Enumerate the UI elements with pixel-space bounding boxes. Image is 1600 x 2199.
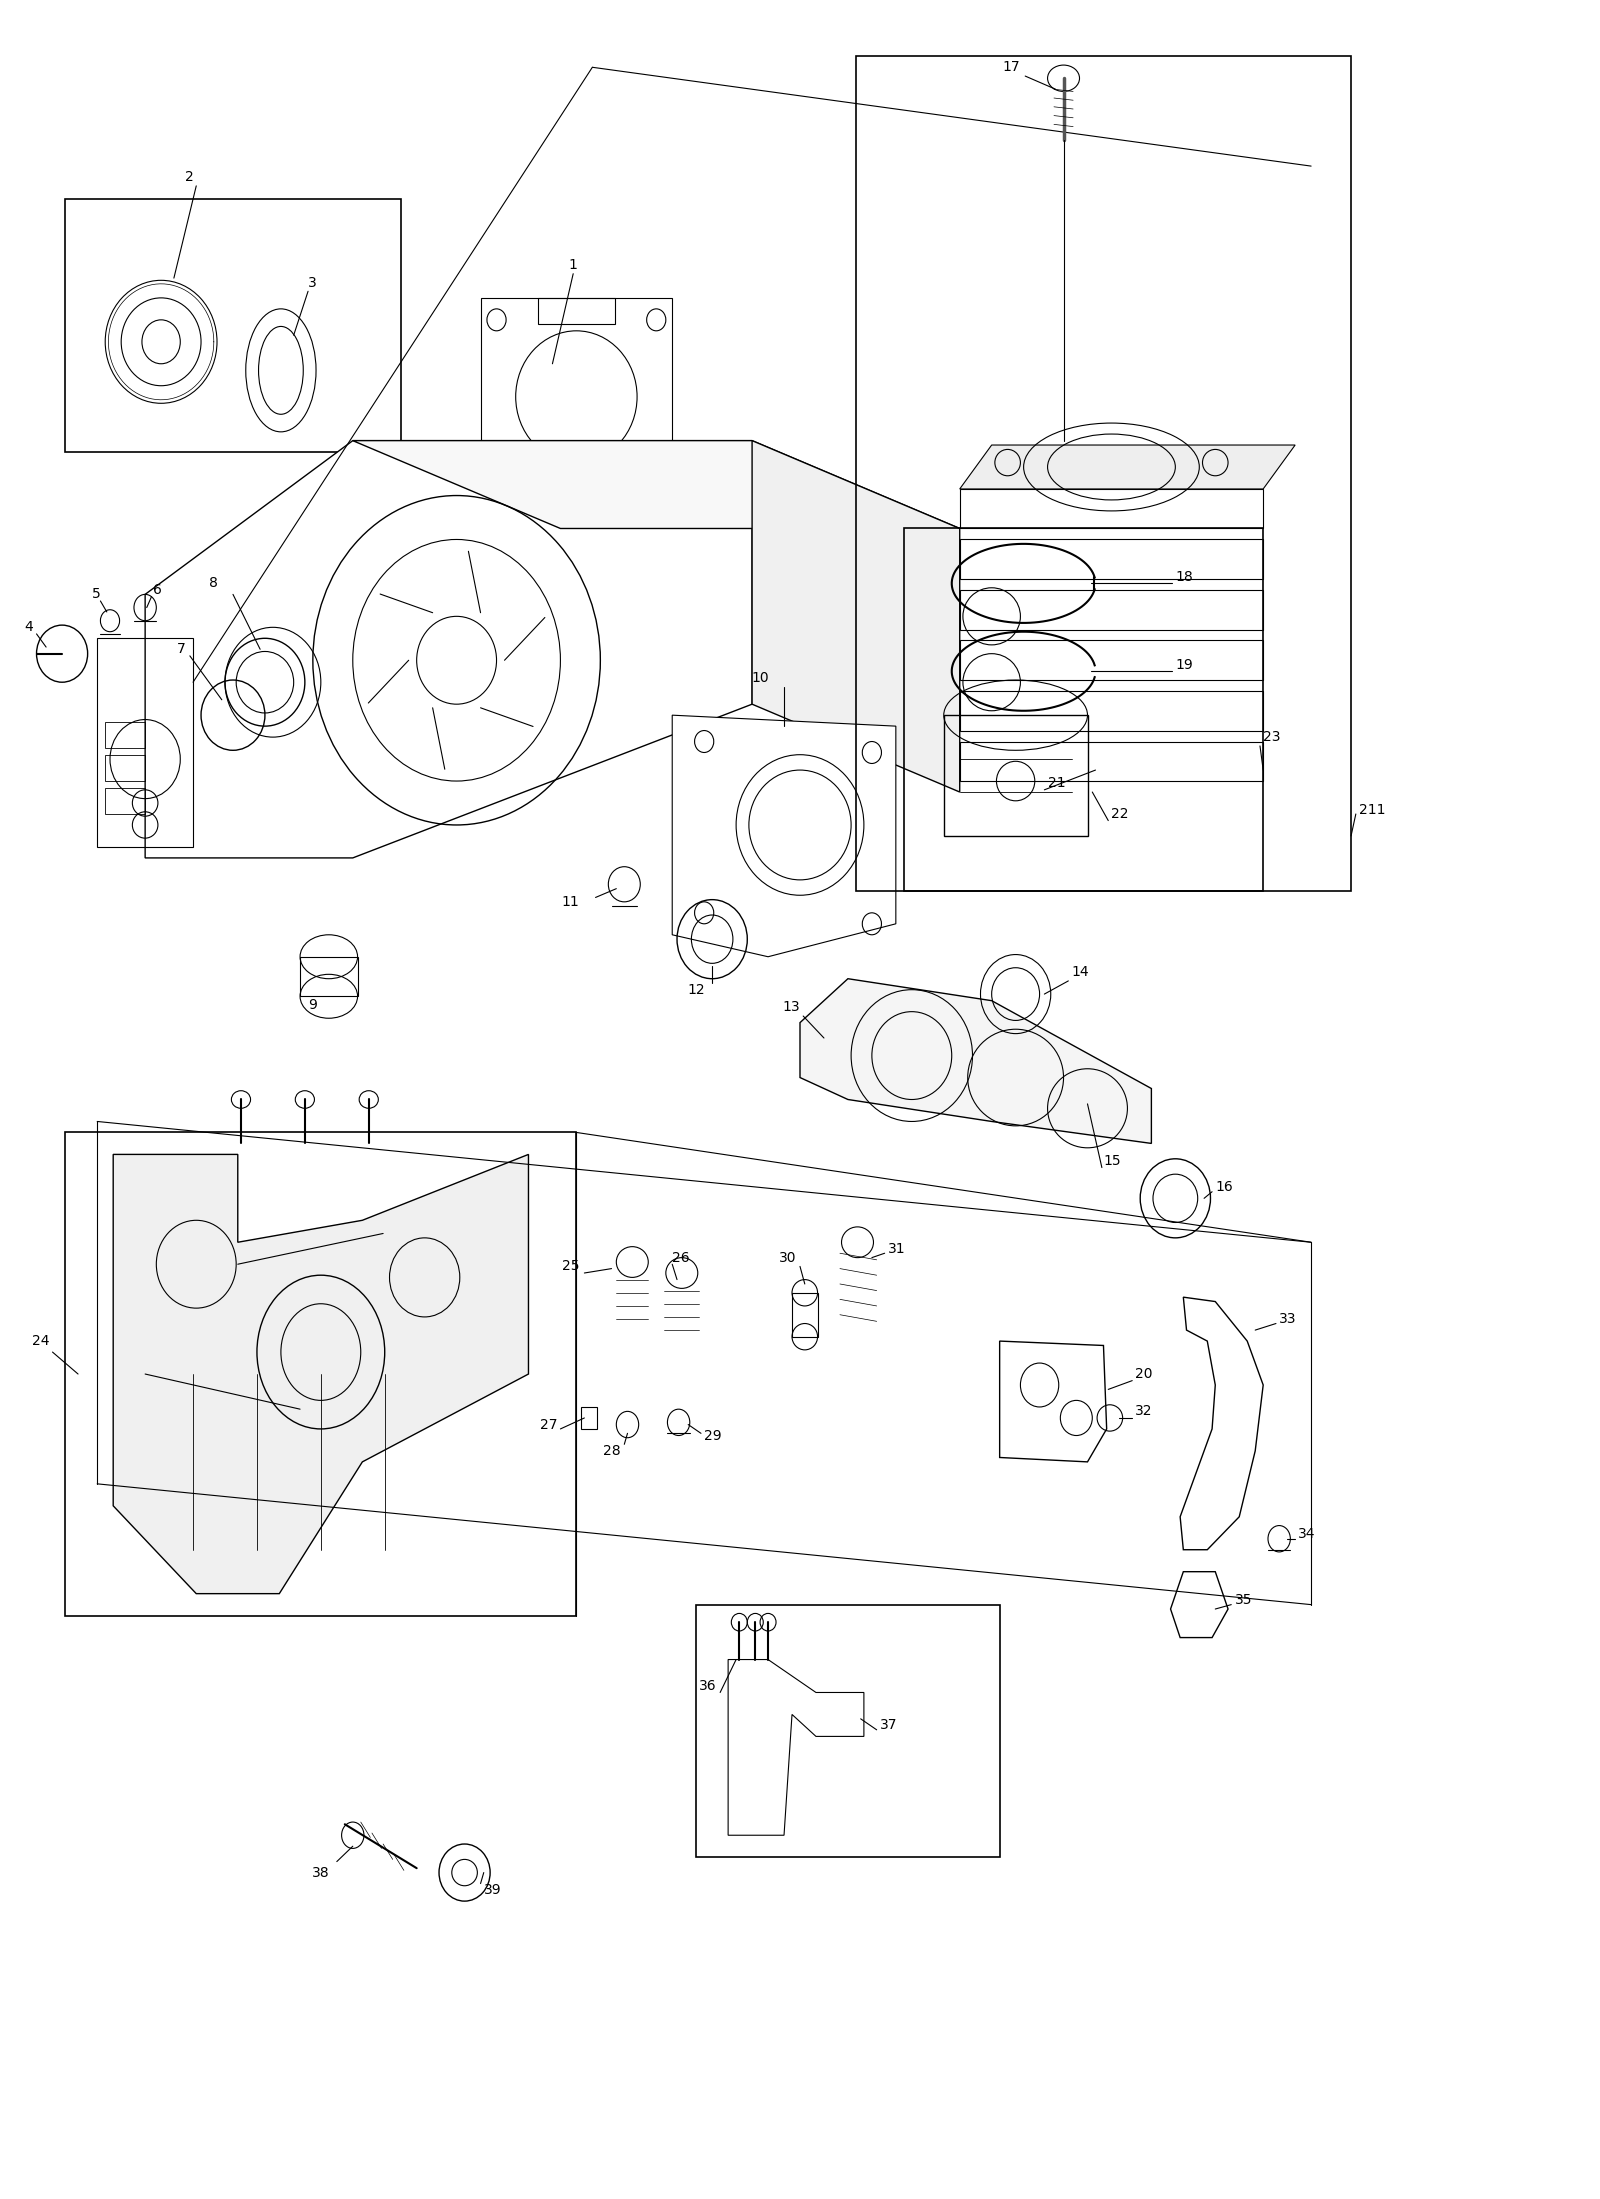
Text: 13: 13 — [782, 1001, 800, 1014]
Polygon shape — [960, 444, 1294, 488]
Text: 37: 37 — [880, 1717, 898, 1733]
Polygon shape — [1000, 1341, 1107, 1462]
Text: 6: 6 — [154, 583, 162, 596]
Text: 21: 21 — [1048, 776, 1066, 789]
Polygon shape — [114, 1154, 528, 1594]
Text: 7: 7 — [178, 642, 186, 655]
Bar — [480, 297, 672, 495]
Polygon shape — [672, 715, 896, 957]
Text: 22: 22 — [1112, 807, 1130, 820]
Polygon shape — [1181, 1297, 1262, 1550]
Text: 19: 19 — [1176, 658, 1194, 671]
Text: 11: 11 — [562, 895, 579, 908]
Text: 10: 10 — [752, 671, 770, 684]
Bar — [960, 640, 1262, 679]
Text: 34: 34 — [1298, 1528, 1315, 1541]
Bar — [98, 638, 194, 847]
Text: 35: 35 — [1235, 1594, 1251, 1607]
Bar — [66, 200, 400, 451]
Text: 36: 36 — [699, 1678, 717, 1693]
Text: 33: 33 — [1278, 1313, 1296, 1326]
Bar — [856, 57, 1350, 891]
Bar — [106, 787, 146, 814]
Text: 3: 3 — [309, 275, 317, 290]
Text: 25: 25 — [562, 1260, 579, 1273]
Bar — [538, 297, 614, 323]
Text: 29: 29 — [704, 1429, 722, 1443]
Text: 24: 24 — [32, 1335, 50, 1348]
Text: 18: 18 — [1176, 570, 1194, 583]
Polygon shape — [1171, 1572, 1229, 1638]
Text: 26: 26 — [672, 1251, 690, 1264]
Text: 2: 2 — [186, 169, 194, 185]
Bar — [944, 715, 1088, 836]
Text: 5: 5 — [91, 587, 101, 600]
Text: 15: 15 — [1104, 1154, 1122, 1168]
Text: 20: 20 — [1136, 1368, 1154, 1381]
Bar — [106, 754, 146, 781]
Polygon shape — [146, 440, 752, 858]
Text: 16: 16 — [1216, 1181, 1234, 1194]
Polygon shape — [728, 1660, 864, 1836]
Text: 28: 28 — [603, 1445, 621, 1458]
Text: 27: 27 — [539, 1418, 557, 1432]
Polygon shape — [800, 979, 1152, 1143]
Bar — [960, 488, 1262, 528]
Bar — [960, 741, 1262, 781]
Bar — [581, 1407, 597, 1429]
Bar — [904, 528, 1262, 891]
Text: 14: 14 — [1072, 965, 1090, 979]
Bar — [106, 721, 146, 748]
Bar — [792, 1293, 818, 1337]
Text: 39: 39 — [483, 1882, 501, 1898]
Text: 1: 1 — [568, 257, 578, 273]
Text: 4: 4 — [24, 620, 34, 633]
Polygon shape — [352, 440, 960, 528]
Polygon shape — [752, 440, 960, 792]
Bar — [960, 539, 1262, 578]
Bar — [960, 589, 1262, 629]
Bar — [301, 957, 357, 996]
Text: 23: 23 — [1262, 730, 1280, 743]
Text: 9: 9 — [309, 998, 317, 1012]
Bar — [960, 690, 1262, 730]
Text: 8: 8 — [210, 576, 218, 589]
Bar — [66, 1132, 576, 1616]
Text: 38: 38 — [312, 1865, 330, 1880]
Bar — [696, 1605, 1000, 1858]
Text: 12: 12 — [688, 983, 706, 996]
Text: 32: 32 — [1136, 1405, 1154, 1418]
Text: 211: 211 — [1358, 803, 1386, 816]
Text: 17: 17 — [1003, 59, 1021, 75]
Text: 30: 30 — [779, 1251, 797, 1264]
Text: 31: 31 — [888, 1242, 906, 1256]
